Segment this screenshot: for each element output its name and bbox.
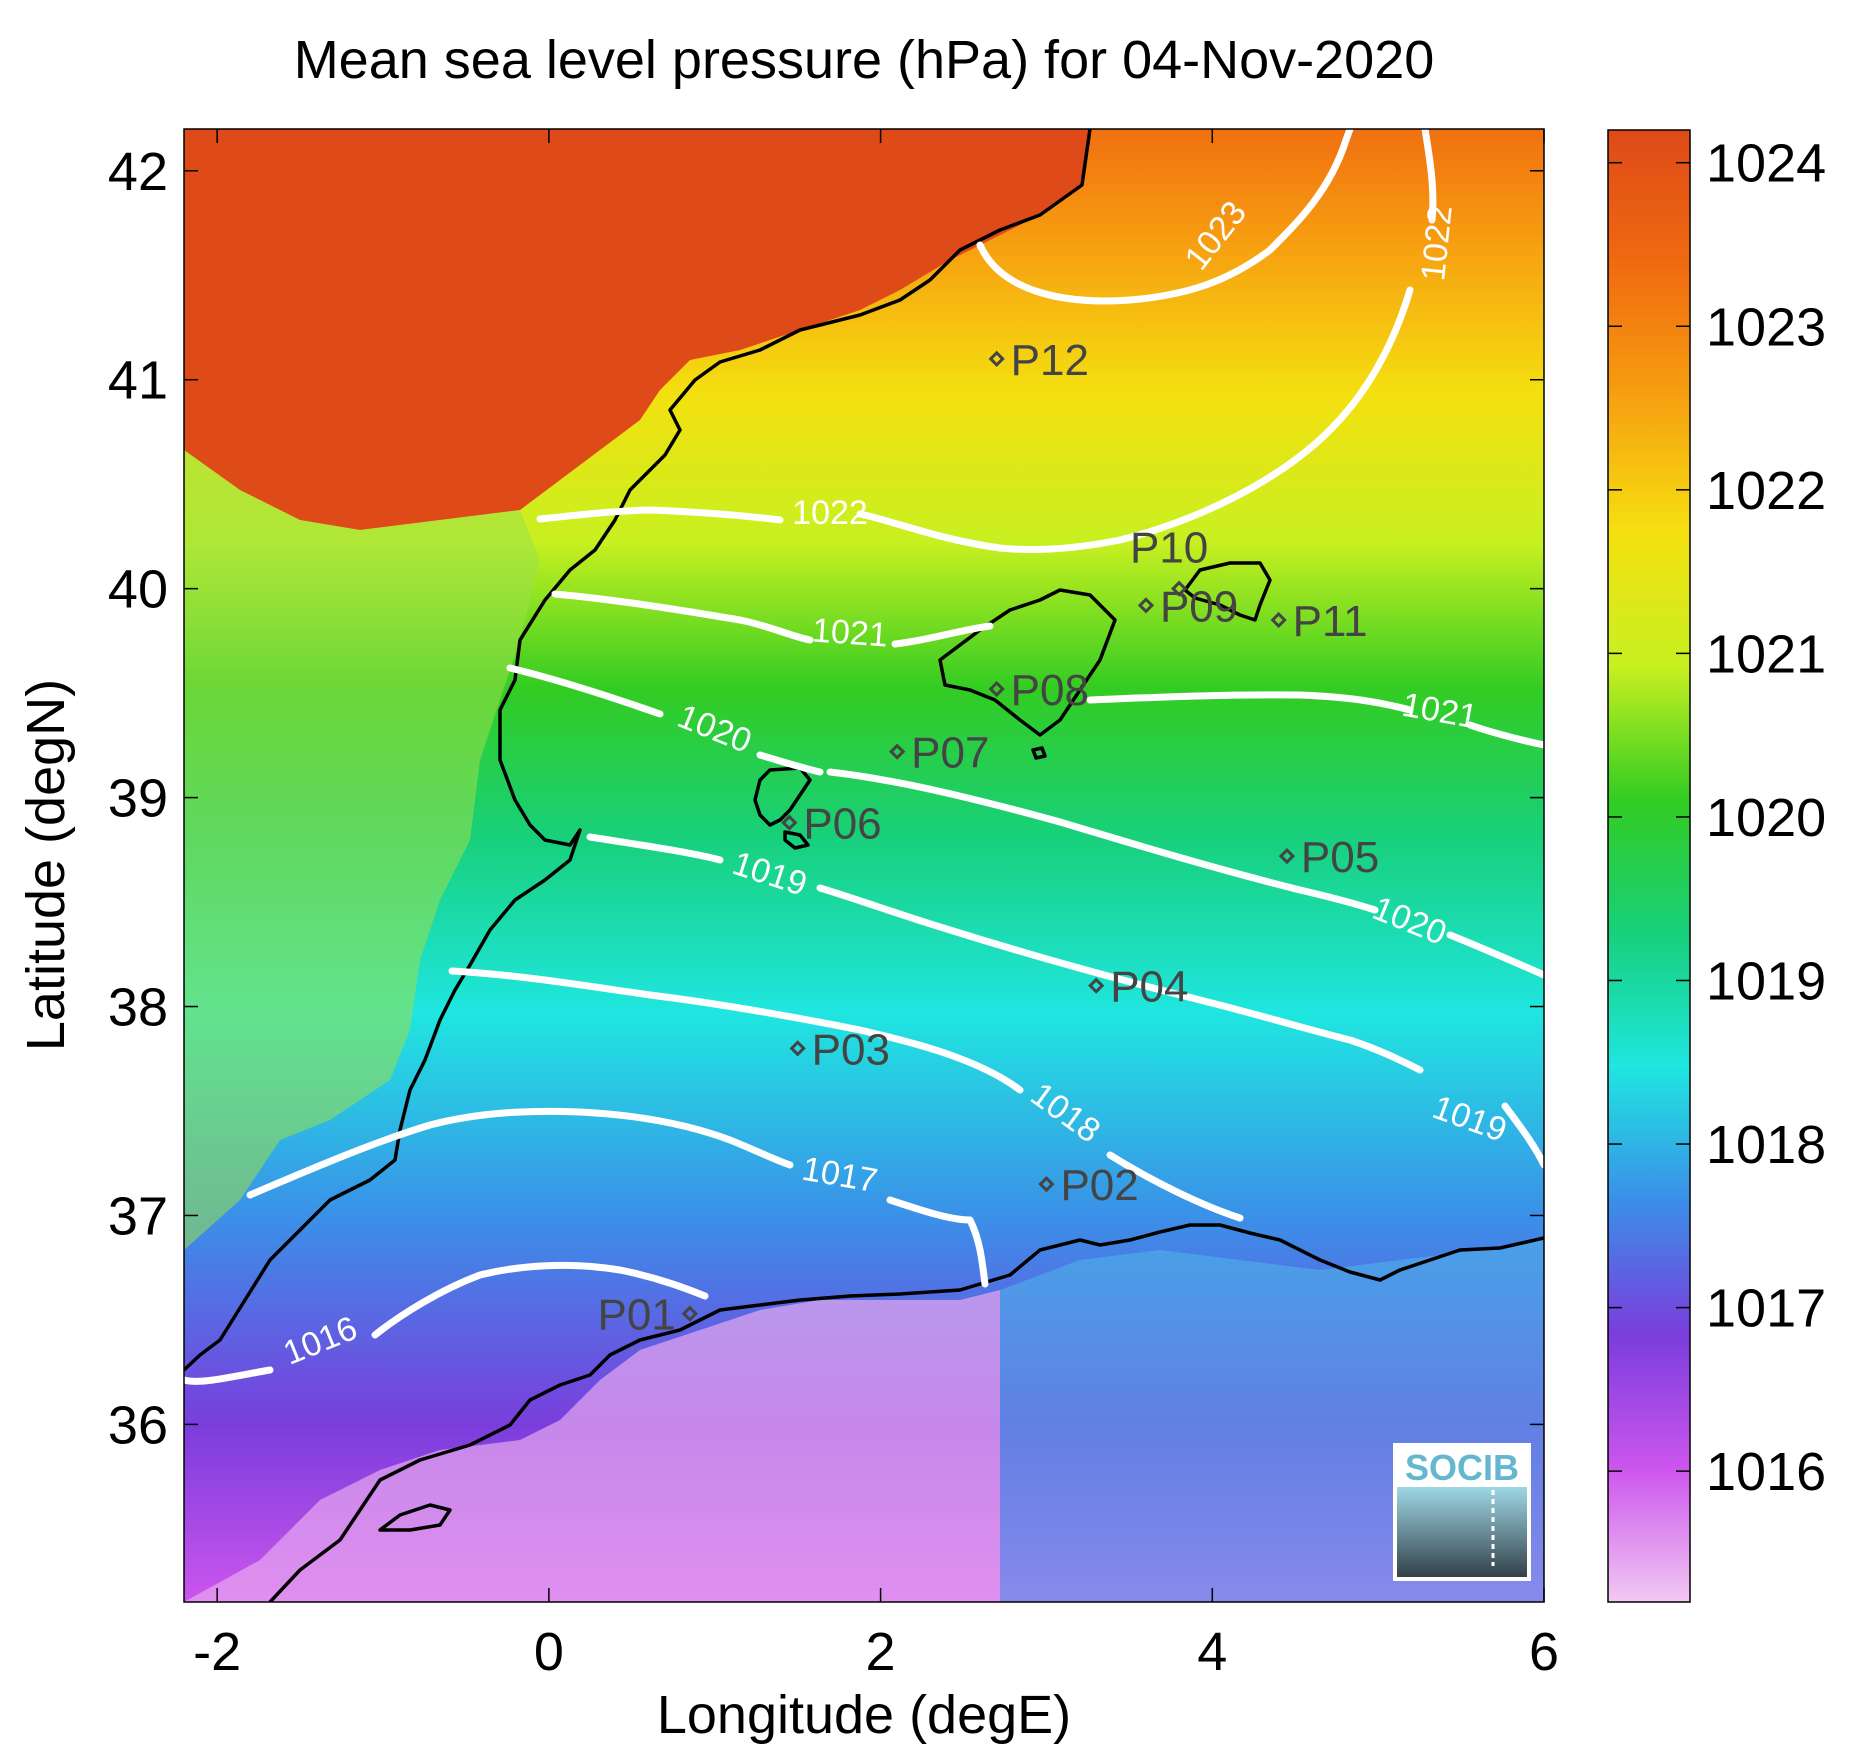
isobar-1016 [184,1261,709,1385]
x-tick-label: 4 [1197,1622,1227,1682]
colorbar-tick-label: 1022 [1706,461,1826,521]
figure-title: Mean sea level pressure (hPa) for 04-Nov… [294,30,1435,90]
x-tick-label: 6 [1529,1622,1559,1682]
isobar-1021-upper [551,590,994,648]
station-label-p10: P10 [1130,524,1208,573]
x-tick-label: 2 [866,1622,896,1682]
island-alboran [378,1503,452,1532]
socib-logo: SOCIB [1393,1443,1531,1581]
station-markers: P01 P02 P03 P04 P05 P06 P07 P08 P09 P10 P11 P12 [598,336,1380,1340]
y-tick-label: 37 [108,1186,168,1246]
y-tick-label: 40 [108,560,168,620]
colorbar-ticks: 1024 1023 1022 1021 1020 1019 1018 1017 1016 [1608,134,1826,1502]
station-label-p01: P01 [598,1291,676,1340]
colorbar-tick-label: 1020 [1706,788,1826,848]
colorbar-tick-label: 1023 [1706,297,1826,357]
coastline-africa [268,1223,1544,1602]
y-tick-label: 39 [108,769,168,829]
y-axis-label: Latitude (degN) [16,679,76,1051]
isobar-label: 1022 [792,494,868,532]
colorbar-tick-label: 1018 [1706,1115,1826,1175]
map-axis-ticks: -2 0 2 4 6 42 41 40 39 38 37 36 [108,129,1559,1682]
y-tick-label: 41 [108,351,168,411]
station-marker-p05 [1278,847,1296,865]
x-axis-label: Longitude (degE) [657,1685,1071,1745]
station-marker-p08 [988,680,1005,698]
socib-logo-text: SOCIB [1405,1447,1519,1488]
isobar-1022-north [856,129,1437,554]
isobar-label: 1022 [1414,204,1460,283]
station-label-p04: P04 [1110,963,1188,1012]
station-label-p05: P05 [1301,833,1379,882]
coastline-iberia [184,129,1092,1372]
x-tick-label: 0 [534,1622,564,1682]
socib-logo-gradient [1397,1487,1527,1577]
station-marker-p09 [1137,597,1155,614]
station-label-p07: P07 [911,729,989,778]
y-tick-label: 38 [108,978,168,1038]
island-mallorca [938,588,1117,737]
colorbar [1607,129,1691,1603]
y-tick-label: 36 [108,1395,168,1455]
station-label-p03: P03 [812,1025,890,1074]
station-marker-p11 [1270,611,1287,629]
island-formentera [783,830,810,850]
isobar-1023 [976,129,1354,305]
station-marker-p12 [988,350,1005,367]
isobar-1018 [448,967,1244,1222]
isobar-1020-east [826,768,1544,979]
station-marker-p01 [681,1305,698,1322]
isobar-1017 [246,1107,989,1288]
island-ibiza [753,766,812,827]
station-marker-p06 [781,814,798,831]
station-marker-p10 [1170,580,1188,597]
isobar-1022-west [536,506,784,524]
colorbar-tick-label: 1019 [1706,951,1826,1011]
station-label-p11: P11 [1293,597,1368,646]
station-marker-p04 [1088,977,1105,994]
x-tick-label: -2 [193,1622,241,1682]
station-marker-p03 [789,1040,806,1057]
station-label-p12: P12 [1011,336,1089,385]
isobar-1019-upper [586,833,1544,1169]
land-iberia-interior [184,450,540,1250]
colorbar-tick-label: 1024 [1706,134,1826,194]
isobar-1021-east [1086,691,1544,749]
station-label-p02: P02 [1060,1161,1138,1210]
map-area: 1023 102210221021102110201020101910191018… [184,129,1544,1602]
isobar-label: 1021 [811,611,889,654]
colorbar-tick-label: 1016 [1706,1442,1826,1502]
isobar-lines [184,129,1544,1385]
colorbar-tick-label: 1017 [1706,1279,1826,1339]
station-label-p09: P09 [1160,582,1238,631]
land-iberia-high-pressure [184,129,1090,530]
map-frame [183,128,1545,1603]
isobar-1020-upper [506,664,824,776]
island-cabrera [1031,746,1047,760]
island-menorca [1183,561,1272,622]
station-marker-p07 [889,743,906,760]
station-label-p08: P08 [1011,666,1089,715]
station-marker-p02 [1038,1176,1055,1193]
colorbar-tick-label: 1021 [1706,624,1826,684]
station-label-p06: P06 [803,800,881,849]
y-tick-label: 42 [108,142,168,202]
